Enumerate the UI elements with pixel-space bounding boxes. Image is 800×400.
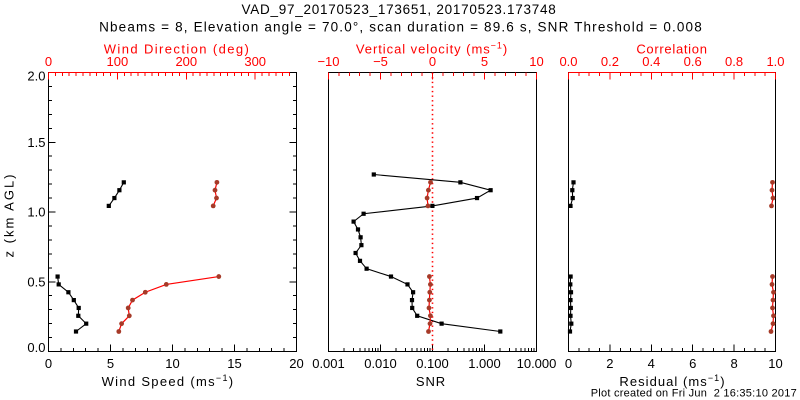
svg-text:Wind Speed (ms−1): Wind Speed (ms−1) [102,373,235,389]
svg-text:0: 0 [45,54,52,69]
svg-text:4: 4 [648,356,655,371]
svg-text:Plot created on Fri Jun 2 16:: Plot created on Fri Jun 2 16:35:10 2017 [591,388,797,400]
svg-text:1.0: 1.0 [27,205,45,220]
svg-text:0: 0 [565,356,572,371]
svg-text:Vertical velocity (ms−1): Vertical velocity (ms−1) [356,41,508,57]
svg-text:2: 2 [606,356,613,371]
svg-text:10: 10 [165,356,179,371]
svg-text:10: 10 [529,54,543,69]
svg-text:0.010: 0.010 [364,356,397,371]
svg-text:20: 20 [289,356,303,371]
svg-text:0.001: 0.001 [312,356,345,371]
svg-text:0: 0 [429,54,436,69]
svg-text:Residual (ms−1): Residual (ms−1) [619,373,725,389]
svg-text:Wind Direction (deg): Wind Direction (deg) [104,42,251,57]
svg-text:1.000: 1.000 [468,356,501,371]
svg-text:0.5: 0.5 [27,274,45,289]
svg-text:15: 15 [227,356,241,371]
svg-text:6: 6 [689,356,696,371]
svg-text:0.0: 0.0 [559,54,577,69]
svg-text:200: 200 [175,54,197,69]
svg-text:0.8: 0.8 [725,54,743,69]
svg-text:5: 5 [481,54,488,69]
svg-text:1.5: 1.5 [27,135,45,150]
svg-text:VAD_97_20170523_173651, 201705: VAD_97_20170523_173651, 20170523.173748 [241,2,556,17]
svg-text:10: 10 [768,356,782,371]
svg-text:−5: −5 [373,54,388,69]
svg-text:300: 300 [244,54,266,69]
svg-text:0.4: 0.4 [642,54,660,69]
svg-text:0.2: 0.2 [601,54,619,69]
svg-text:10.000: 10.000 [517,356,557,371]
svg-text:8: 8 [730,356,737,371]
svg-text:0.100: 0.100 [416,356,449,371]
svg-text:z (km AGL): z (km AGL) [2,172,17,257]
svg-text:0.0: 0.0 [27,340,45,355]
svg-text:Nbeams = 8, Elevation angle =: Nbeams = 8, Elevation angle = 70.0°, sca… [99,20,703,35]
svg-text:Correlation: Correlation [636,42,707,57]
svg-text:100: 100 [107,54,129,69]
svg-text:SNR: SNR [416,374,446,389]
svg-text:1.0: 1.0 [766,54,784,69]
svg-text:2.0: 2.0 [27,69,45,84]
svg-text:0.6: 0.6 [684,54,702,69]
svg-text:5: 5 [107,356,114,371]
svg-text:0: 0 [45,356,52,371]
svg-text:−10: −10 [317,54,339,69]
